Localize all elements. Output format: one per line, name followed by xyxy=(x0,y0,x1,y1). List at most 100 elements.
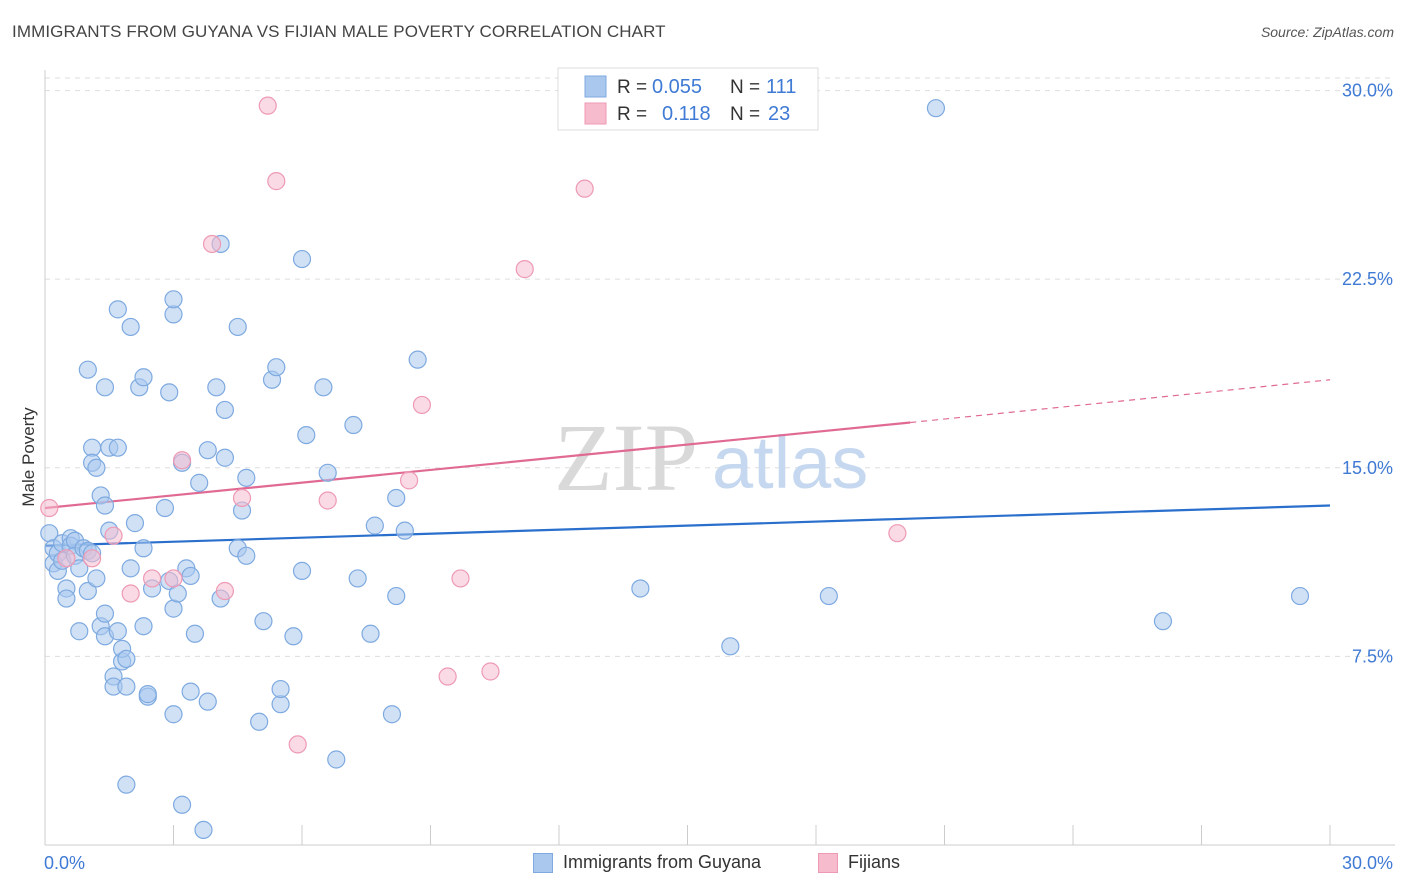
data-point-guyana xyxy=(237,546,256,565)
data-point-fijians xyxy=(412,395,432,415)
data-point-fijians xyxy=(57,549,76,568)
data-point-guyana xyxy=(164,305,183,324)
data-point-guyana xyxy=(121,317,140,337)
legend-swatch-fijians xyxy=(818,852,838,873)
correlation-legend: R = 0.055 N = 111 R = 0.118 N = 23 xyxy=(557,67,819,131)
data-point-fijians xyxy=(164,569,183,588)
data-point-guyana xyxy=(95,378,115,397)
data-point-guyana xyxy=(87,569,106,588)
data-point-guyana xyxy=(314,378,333,397)
data-point-fijians xyxy=(575,179,594,198)
data-point-fijians xyxy=(215,581,234,601)
data-point-guyana xyxy=(70,622,89,641)
data-point-guyana xyxy=(134,617,153,636)
data-point-guyana xyxy=(138,685,157,704)
data-point-fijians xyxy=(121,584,140,603)
data-point-guyana xyxy=(108,438,127,457)
data-point-fijians xyxy=(438,667,457,686)
legend-n-value: 111 xyxy=(766,76,796,98)
data-point-guyana xyxy=(198,692,217,711)
data-point-guyana xyxy=(95,496,115,515)
data-point-guyana xyxy=(190,473,209,492)
data-point-guyana xyxy=(95,604,115,623)
data-point-guyana xyxy=(215,400,234,420)
data-point-guyana xyxy=(361,624,380,643)
data-point-guyana xyxy=(207,378,226,397)
data-point-guyana xyxy=(78,581,97,601)
data-point-guyana xyxy=(172,795,192,814)
trend-lines xyxy=(44,379,1331,547)
data-point-guyana xyxy=(408,350,427,369)
axes xyxy=(44,70,1395,846)
trend-line-guyana xyxy=(44,504,1331,547)
legend-r-label: R = xyxy=(617,104,647,125)
data-point-guyana xyxy=(254,612,273,631)
data-point-fijians xyxy=(515,260,534,279)
data-point-guyana xyxy=(387,488,406,508)
legend-n-label: N = xyxy=(730,77,760,98)
trend-line-fijians-extrapolated xyxy=(910,379,1331,424)
data-point-guyana xyxy=(87,458,106,477)
data-point-guyana xyxy=(164,705,183,724)
data-point-fijians xyxy=(451,569,470,588)
chart-title: IMMIGRANTS FROM GUYANA VS FIJIAN MALE PO… xyxy=(12,22,666,41)
series-guyana-points xyxy=(40,99,1310,840)
legend-label-fijians: Fijians xyxy=(848,852,901,872)
axis-labels: 7.5% 15.0% 22.5% 30.0% 0.0% 30.0% Male P… xyxy=(19,81,1393,873)
data-point-fijians xyxy=(202,234,222,254)
data-point-fijians xyxy=(172,451,192,470)
data-point-fijians xyxy=(288,735,307,754)
data-point-guyana xyxy=(108,622,127,641)
data-point-guyana xyxy=(134,539,153,558)
x-tick-label-min: 0.0% xyxy=(44,853,85,873)
trend-line-fijians xyxy=(44,421,911,510)
y-tick-label: 7.5% xyxy=(1352,646,1393,666)
legend-r-value: 0.118 xyxy=(662,103,711,125)
data-point-guyana xyxy=(271,679,290,699)
source-label: Source: ZipAtlas.com xyxy=(1260,24,1394,40)
data-point-guyana xyxy=(228,317,247,337)
data-point-guyana xyxy=(365,516,384,535)
data-point-guyana xyxy=(125,514,145,533)
legend-item-fijians[interactable]: Fijians xyxy=(818,852,900,873)
data-point-guyana xyxy=(292,249,312,269)
data-point-guyana xyxy=(284,627,303,646)
data-point-guyana xyxy=(78,360,97,379)
data-point-guyana xyxy=(185,624,205,643)
data-point-fijians xyxy=(318,491,337,510)
data-point-guyana xyxy=(198,441,217,460)
y-axis-label: Male Poverty xyxy=(19,407,38,507)
legend-swatch-fijians xyxy=(584,102,607,125)
data-point-guyana xyxy=(215,448,234,467)
data-point-guyana xyxy=(387,586,406,606)
data-point-guyana xyxy=(271,695,290,714)
legend-label-guyana: Immigrants from Guyana xyxy=(563,852,762,872)
data-point-guyana xyxy=(395,521,414,540)
y-tick-label: 30.0% xyxy=(1342,81,1393,101)
data-point-guyana xyxy=(117,677,136,696)
data-point-guyana xyxy=(721,637,740,656)
legend-r-label: R = xyxy=(617,77,647,98)
data-point-guyana xyxy=(194,820,213,840)
data-point-guyana xyxy=(57,589,76,608)
data-point-fijians xyxy=(142,569,162,588)
data-point-guyana xyxy=(1153,612,1173,631)
data-point-guyana xyxy=(250,712,269,731)
watermark-zip: ZIP xyxy=(554,404,698,511)
data-point-fijians xyxy=(267,172,286,191)
legend-item-guyana[interactable]: Immigrants from Guyana xyxy=(533,852,761,873)
data-point-guyana xyxy=(121,559,140,578)
data-point-guyana xyxy=(108,300,127,319)
data-point-guyana xyxy=(318,463,337,482)
watermark: ZIP atlas xyxy=(554,404,868,511)
data-point-guyana xyxy=(382,705,402,724)
data-point-guyana xyxy=(348,569,367,588)
data-point-fijians xyxy=(232,488,252,508)
data-point-fijians xyxy=(83,549,102,568)
y-tick-label: 15.0% xyxy=(1342,458,1393,478)
data-point-guyana xyxy=(327,750,346,769)
data-point-guyana xyxy=(155,498,175,518)
data-point-guyana xyxy=(297,425,316,445)
legend-swatch-guyana xyxy=(584,75,607,98)
data-point-guyana xyxy=(1290,586,1310,606)
